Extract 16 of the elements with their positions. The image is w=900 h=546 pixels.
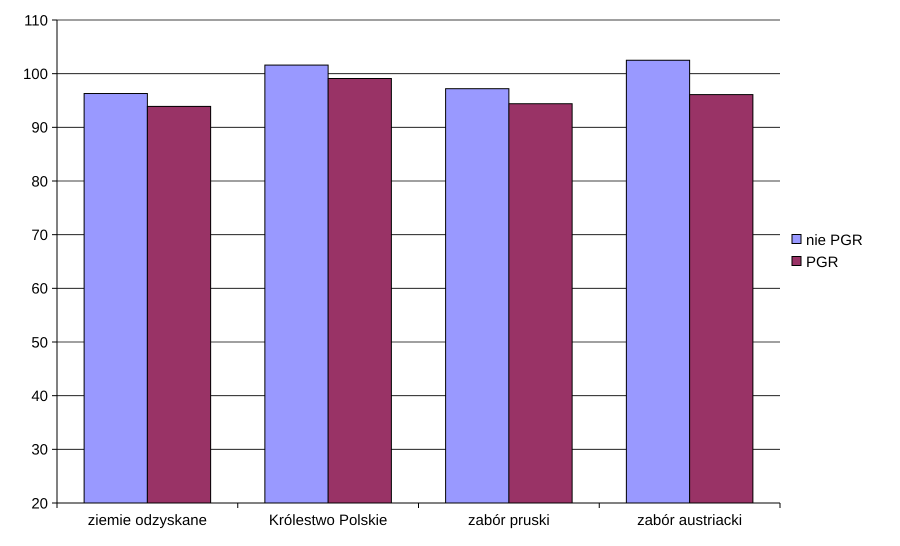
x-tick-label: zabór pruski [468, 512, 550, 529]
y-tick-label: 110 [24, 12, 48, 30]
y-tick-label: 30 [31, 442, 48, 459]
y-tick-label: 20 [31, 495, 48, 512]
x-tick-label: ziemie odzyskane [88, 512, 207, 529]
legend-label: nie PGR [806, 232, 863, 249]
y-tick-label: 80 [31, 173, 48, 190]
legend-label: PGR [806, 254, 839, 271]
y-tick-label: 50 [31, 334, 48, 352]
y-tick-label: 60 [31, 280, 48, 298]
y-tick-label: 70 [31, 226, 48, 244]
y-tick-label: 40 [31, 388, 48, 405]
x-tick-label: zabór austriacki [637, 512, 742, 529]
y-tick-label: 100 [22, 66, 48, 83]
x-tick-label: Królestwo Polskie [268, 512, 388, 529]
y-tick-label: 90 [31, 120, 48, 137]
